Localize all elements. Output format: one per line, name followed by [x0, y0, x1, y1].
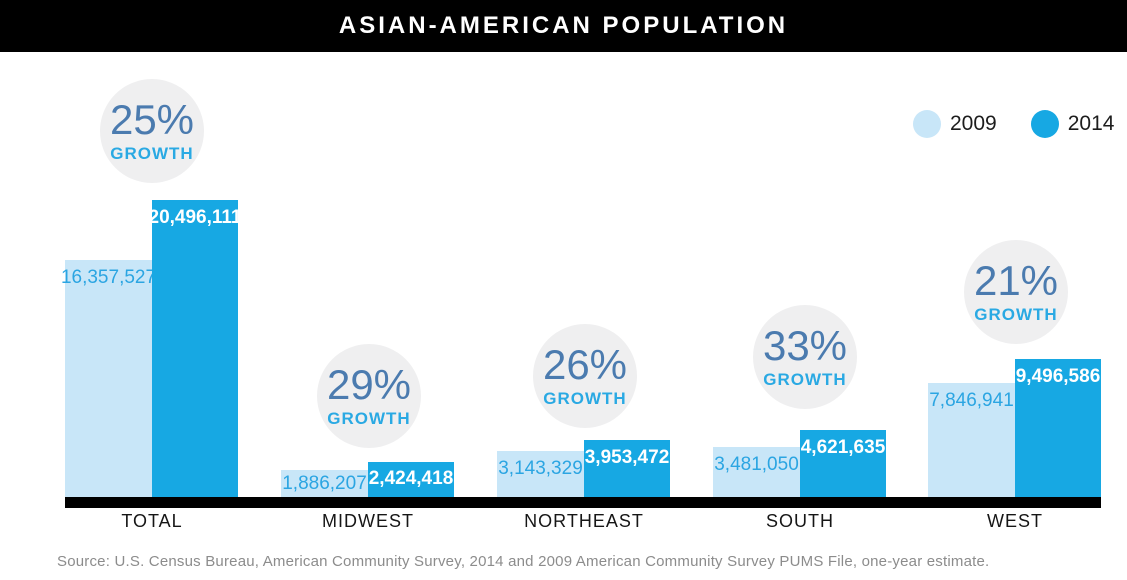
- growth-percent-northeast: 26%: [542, 340, 628, 388]
- growth-badge-west: 21% GROWTH: [964, 240, 1068, 344]
- growth-word-south: GROWTH: [763, 369, 847, 389]
- growth-percent-total: 25%: [109, 95, 195, 143]
- growth-word-northeast: GROWTH: [543, 388, 627, 408]
- legend-dot-2014-icon: [1030, 110, 1059, 138]
- growth-word-midwest: GROWTH: [327, 408, 411, 428]
- growth-badge-northeast: 26% GROWTH: [533, 324, 637, 428]
- bar-value-total-2009: 16,357,527: [60, 267, 157, 288]
- category-label-midwest: MIDWEST: [322, 511, 414, 531]
- header-bar: ASIAN-AMERICAN POPULATION: [0, 0, 1127, 52]
- legend-item-2009: 2009: [913, 110, 997, 138]
- growth-percent-west: 21%: [973, 256, 1059, 304]
- growth-badge-midwest: 29% GROWTH: [317, 344, 421, 448]
- category-label-west: WEST: [987, 511, 1043, 531]
- bar-west-2014: 9,496,586: [1015, 359, 1101, 497]
- bar-value-west-2014: 9,496,586: [1015, 366, 1101, 387]
- legend-item-2014: 2014: [1030, 110, 1115, 138]
- bar-midwest-2014: 2,424,418: [368, 462, 454, 497]
- bar-midwest-2009: 1,886,207: [281, 470, 368, 497]
- growth-badge-south: 33% GROWTH: [753, 305, 857, 409]
- category-label-northeast: NORTHEAST: [524, 511, 644, 531]
- category-label-south: SOUTH: [766, 511, 834, 531]
- category-label-total: TOTAL: [121, 511, 183, 531]
- growth-word-total: GROWTH: [110, 143, 194, 163]
- bar-south-2009: 3,481,050: [713, 447, 800, 497]
- bar-value-northeast-2009: 3,143,329: [498, 458, 583, 479]
- bar-west-2009: 7,846,941: [928, 383, 1015, 497]
- growth-badge-total: 25% GROWTH: [100, 79, 204, 183]
- page-title: ASIAN-AMERICAN POPULATION: [338, 12, 789, 39]
- bar-south-2014: 4,621,635: [800, 430, 886, 497]
- bar-value-midwest-2009: 1,886,207: [282, 473, 367, 494]
- bar-total-2009: 16,357,527: [61, 260, 156, 497]
- bar-value-south-2009: 3,481,050: [714, 454, 799, 475]
- growth-word-west: GROWTH: [974, 304, 1058, 324]
- x-axis-baseline: [65, 497, 1101, 508]
- bar-value-midwest-2014: 2,424,418: [368, 468, 454, 489]
- legend-label-2014: 2014: [1067, 112, 1115, 135]
- growth-percent-midwest: 29%: [326, 360, 412, 408]
- bar-value-total-2014: 20,496,111: [148, 207, 242, 228]
- growth-percent-south: 33%: [762, 321, 848, 369]
- source-note: Source: U.S. Census Bureau, American Com…: [57, 553, 990, 570]
- bar-total-2014: 20,496,111: [149, 200, 242, 497]
- legend-dot-2009-icon: [913, 110, 941, 138]
- legend: 2009 2014: [913, 110, 1114, 138]
- bar-value-south-2014: 4,621,635: [800, 437, 886, 458]
- bar-value-northeast-2014: 3,953,472: [584, 447, 670, 468]
- bar-northeast-2014: 3,953,472: [584, 440, 670, 497]
- legend-label-2009: 2009: [950, 112, 997, 135]
- bar-value-west-2009: 7,846,941: [929, 390, 1014, 411]
- bar-northeast-2009: 3,143,329: [497, 451, 584, 497]
